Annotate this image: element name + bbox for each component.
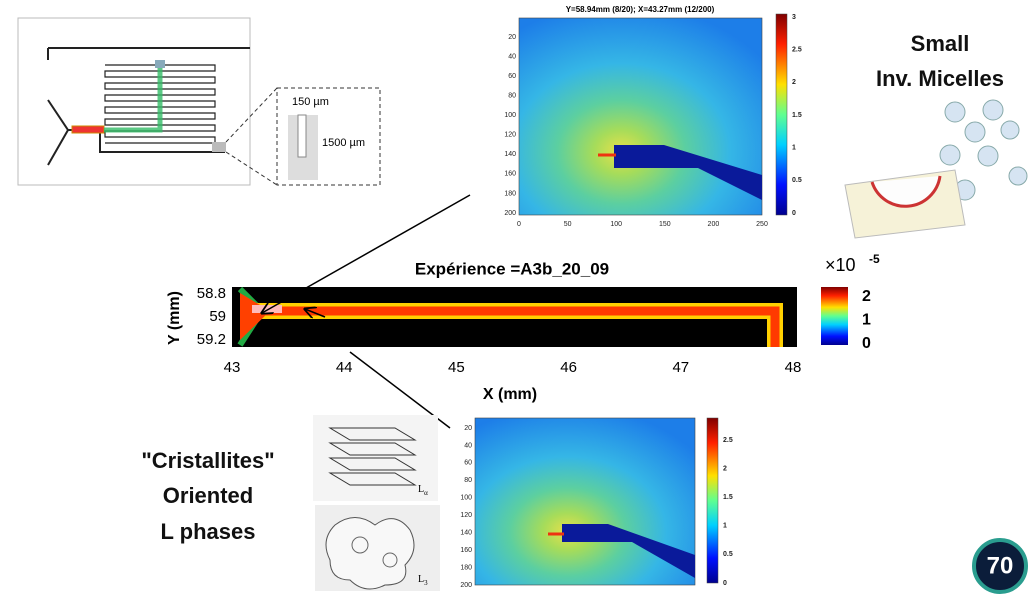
x-tick-label: 0 — [517, 221, 521, 228]
x-tick-label: 43 — [224, 359, 241, 376]
phase-label: Oriented — [163, 483, 253, 508]
depth-label: 1500 µm — [322, 137, 365, 149]
width-label: 150 µm — [292, 96, 329, 108]
phase-label: L phases — [161, 519, 256, 544]
y-tick-label: 60 — [464, 460, 472, 467]
y-tick-label: 140 — [460, 530, 472, 537]
phase-sketch: Lα L3 — [313, 415, 440, 591]
top-map: Y=58.94mm (8/20); X=43.27mm (12/200) — [518, 5, 788, 216]
y-tick-label: 60 — [508, 73, 516, 80]
y-tick-label: 200 — [460, 582, 472, 589]
phase-symbol: Lα — [418, 484, 428, 496]
colorbar-tick-label: 1 — [862, 312, 871, 329]
phase-symbol: L — [418, 484, 424, 495]
colorbar-tick-label: 0.5 — [792, 177, 802, 184]
micelle-label: Inv. Micelles — [876, 66, 1004, 91]
colorbar-tick-label: 2 — [723, 465, 727, 472]
colorbar-tick-label: 0 — [862, 335, 871, 352]
colorbar-tick-label: 0.5 — [723, 551, 733, 558]
y-tick-label: 160 — [504, 171, 516, 178]
colorbar-factor: ×10 — [825, 255, 856, 275]
x-tick-label: 50 — [564, 221, 572, 228]
phase-label: "Cristallites" — [141, 448, 274, 473]
y-tick-label: 120 — [460, 512, 472, 519]
colorbar-tick-label: 0 — [792, 210, 796, 217]
y-tick-label: 160 — [460, 547, 472, 554]
page-badge — [972, 538, 1028, 594]
y-tick-label: 100 — [460, 495, 472, 502]
chip-schematic: 150 µm 1500 µm — [17, 17, 381, 186]
y-tick-label: 200 — [504, 210, 516, 217]
page-number: 70 — [987, 552, 1014, 579]
colorbar-tick-label: 2 — [792, 79, 796, 86]
y-tick-label: 40 — [464, 442, 472, 449]
x-tick-label: 47 — [672, 359, 689, 376]
x-tick-label: 46 — [560, 359, 577, 376]
y-tick-label: 80 — [464, 477, 472, 484]
x-tick-label: 250 — [756, 221, 768, 228]
colorbar-exponent: -5 — [869, 252, 880, 266]
micelle-label: Small — [911, 31, 970, 56]
phase-subscript: 3 — [424, 579, 428, 587]
colorbar-tick-label: 1.5 — [792, 112, 802, 119]
bottom-map — [474, 417, 719, 586]
y-tick-label: 180 — [504, 190, 516, 197]
main-map: Expérience =A3b_20_09 Y (mm) X (mm) ×10 … — [166, 252, 880, 403]
micelles: Small Inv. Micelles — [844, 31, 1028, 239]
y-axis-label: Y (mm) — [166, 291, 183, 345]
colorbar-tick-label: 1 — [792, 145, 796, 152]
y-tick-label: 20 — [464, 425, 472, 432]
y-tick-label: 40 — [508, 53, 516, 60]
x-tick-label: 44 — [336, 359, 353, 376]
y-tick-label: 180 — [460, 564, 472, 571]
colorbar-tick-label: 2.5 — [723, 437, 733, 444]
phase-symbol: L — [418, 574, 424, 585]
y-tick-label: 100 — [504, 112, 516, 119]
y-tick-label: 59 — [209, 308, 226, 325]
y-tick-label: 20 — [508, 34, 516, 41]
y-tick-label: 59.2 — [197, 331, 226, 348]
map-title: Y=58.94mm (8/20); X=43.27mm (12/200) — [566, 5, 715, 14]
phase-subscript: α — [424, 489, 428, 497]
x-tick-label: 100 — [610, 221, 622, 228]
colorbar-tick-label: 0 — [723, 580, 727, 587]
y-tick-label: 140 — [504, 151, 516, 158]
colorbar-tick-label: 1 — [723, 523, 727, 530]
y-tick-label: 58.8 — [197, 285, 226, 302]
x-axis-label: X (mm) — [483, 386, 537, 403]
y-tick-label: 80 — [508, 93, 516, 100]
x-tick-label: 45 — [448, 359, 465, 376]
colorbar-tick-label: 2 — [862, 288, 871, 305]
colorbar-tick-label: 1.5 — [723, 494, 733, 501]
y-tick-label: 120 — [504, 132, 516, 139]
colorbar-tick-label: 3 — [792, 14, 796, 21]
phase-symbol: L3 — [418, 574, 428, 586]
map-title: Expérience =A3b_20_09 — [415, 259, 609, 278]
x-tick-label: 150 — [659, 221, 671, 228]
x-tick-label: 48 — [785, 359, 802, 376]
colorbar-tick-label: 2.5 — [792, 47, 802, 54]
x-tick-label: 200 — [708, 221, 720, 228]
